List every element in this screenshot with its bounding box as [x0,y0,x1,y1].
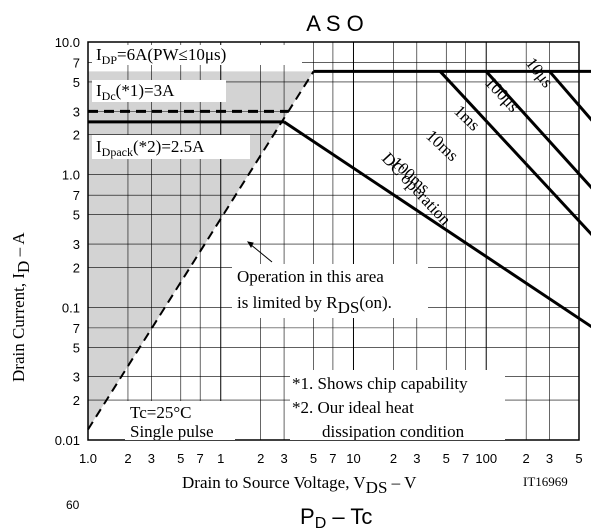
next-figure-title: PD – Tc [300,504,372,529]
y-tick-label: 3 [73,370,80,385]
note-2-line2: dissipation condition [322,422,465,441]
y-tick-labels: 10.0 7 5 3 2 1.0 7 5 3 2 0.1 7 5 3 2 0.01 [55,35,80,448]
y-tick-label: 3 [73,104,80,119]
y-tick-label: 0.01 [55,433,80,448]
rds-annotation: Operation in this area is limited by RDS… [232,241,428,318]
idpack-label: IDpack(*2)=2.5A [96,137,205,159]
soa-curves [87,69,591,431]
x-tick-label: 2 [257,451,264,466]
y-tick-label: 2 [73,393,80,408]
series-line-5 [283,120,591,329]
y-tick-label: 0.1 [62,300,80,315]
x-tick-label: 7 [462,451,469,466]
x-tick-label: 3 [280,451,287,466]
y-tick-label: 7 [73,321,80,336]
idp-label: IDP=6A(PW≤10μs) [96,45,226,67]
x-tick-label: 5 [177,451,184,466]
x-tick-label: 3 [546,451,553,466]
chart-title: A S O [306,11,363,36]
series-line-3 [485,70,591,190]
operation-line1: Operation in this area [237,267,384,286]
x-tick-label: 100 [475,451,497,466]
condition-tc: Tc=25°C [130,403,191,422]
x-tick-label: 2 [523,451,530,466]
x-tick-label: 2 [390,451,397,466]
y-tick-label: 7 [73,56,80,71]
series-label-1ms: 1ms [450,101,484,134]
x-tick-label: 2 [124,451,131,466]
operation-arrowhead [246,241,254,249]
operation-arrow [249,243,273,263]
y-tick-label: 2 [73,128,80,143]
series-line-4 [439,70,591,237]
x-tick-labels: 1.0 2 3 5 7 1 2 3 5 7 10 2 3 5 7 100 2 3 5 [79,451,583,466]
series-label-10ms: 10ms [422,126,462,165]
x-tick-label: 5 [310,451,317,466]
idc-label: IDc(*1)=3A [96,81,175,103]
series-label-100us: 100μs [481,73,523,116]
x-tick-label: 5 [575,451,582,466]
y-tick-label: 2 [73,260,80,275]
operation-line2: is limited by RDS(on). [237,293,392,317]
y-tick-label: 5 [73,340,80,355]
limit-labels: IDP=6A(PW≤10μs) IDc(*1)=3A IDpack(*2)=2.… [92,45,302,159]
x-tick-label: 1.0 [79,451,97,466]
y-tick-label: 10.0 [55,35,80,50]
cut-tick-label: 60 [66,498,80,512]
y-axis-label: Drain Current, ID – A [9,232,33,382]
y-tick-label: 7 [73,188,80,203]
note-2-line1: *2. Our ideal heat [292,398,414,417]
x-tick-label: 3 [413,451,420,466]
y-tick-label: 3 [73,237,80,252]
condition-pulse: Single pulse [130,422,214,441]
y-tick-label: 5 [73,75,80,90]
x-tick-label: 3 [148,451,155,466]
note-1: *1. Shows chip capability [292,374,468,393]
rds-on-line [87,70,315,431]
x-tick-label: 5 [443,451,450,466]
series-line-2 [548,70,591,122]
x-axis-label: Drain to Source Voltage, VDS – V [182,473,417,497]
x-tick-label: 7 [329,451,336,466]
y-tick-label: 1.0 [62,168,80,183]
figure-id: IT16969 [523,474,568,489]
y-tick-label: 5 [73,208,80,223]
notes: *1. Shows chip capability *2. Our ideal … [125,370,505,441]
x-tick-label: 10 [346,451,360,466]
x-tick-label: 1 [217,451,224,466]
x-tick-label: 7 [197,451,204,466]
